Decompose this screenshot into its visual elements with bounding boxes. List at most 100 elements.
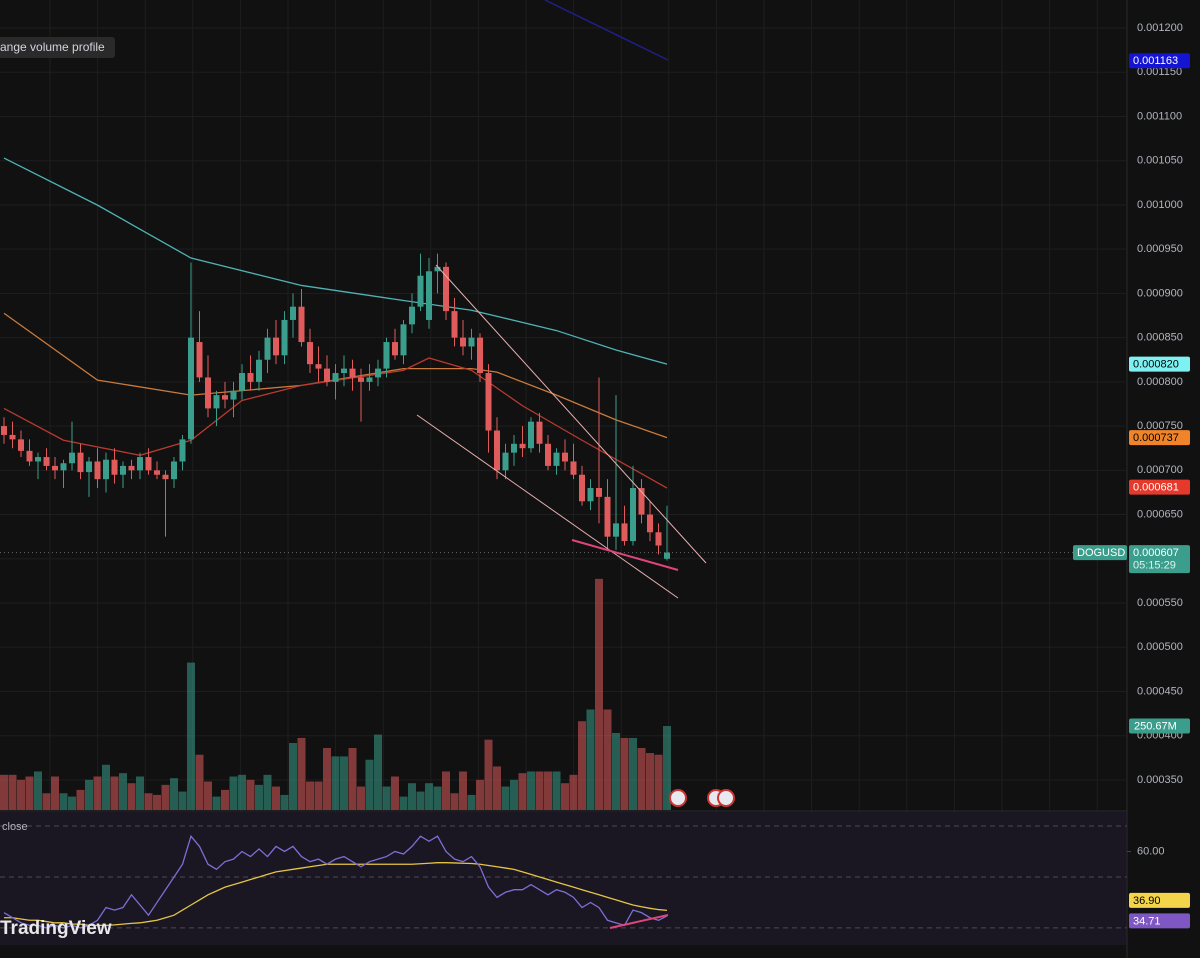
candle-body (290, 306, 296, 320)
volume-bar (297, 737, 306, 810)
volume-bar (527, 771, 535, 810)
volume-bar (603, 709, 612, 810)
volume-bar (204, 781, 212, 810)
candle-body (77, 452, 84, 473)
candle-body (281, 319, 288, 356)
last-price-label: 0.000607 (1133, 547, 1179, 559)
volume-bar (280, 794, 289, 810)
volume-bar (629, 737, 637, 810)
volume-bar (357, 786, 365, 810)
volume-bar (102, 764, 110, 810)
candle-body (188, 337, 194, 440)
candle-body (443, 266, 449, 312)
volume-bar (518, 773, 527, 810)
volume-bar (0, 774, 8, 810)
volume-bar (416, 791, 425, 810)
rsi-tick-label: 60.00 (1137, 845, 1165, 857)
candle-body (111, 459, 118, 475)
last-price-tag (1129, 545, 1190, 574)
volume-bar (510, 779, 518, 810)
candle-body (485, 373, 492, 431)
candle-body (587, 488, 594, 502)
price-tag-label: 0.001163 (1133, 55, 1178, 67)
volume-bar (586, 709, 595, 810)
volume-bar (229, 776, 238, 810)
candle-body (154, 470, 160, 475)
volume-bar (119, 773, 127, 810)
volume-bar (25, 776, 34, 810)
candle-body (477, 337, 483, 374)
volume-bar (85, 779, 93, 810)
candle-body (307, 342, 313, 365)
candle-body (596, 488, 602, 497)
volume-bar (595, 578, 603, 810)
candle-body (256, 359, 262, 382)
overlay-badge[interactable] (0, 37, 115, 58)
trend-line (609, 914, 669, 929)
volume-bar (153, 794, 161, 810)
rsi-pane (0, 812, 1127, 945)
volume-bar (535, 771, 544, 810)
price-tag-label: 34.71 (1133, 915, 1161, 927)
event-icons (669, 789, 735, 807)
volume-bar (170, 778, 178, 810)
event-icon[interactable] (669, 789, 687, 807)
volume-bar (442, 771, 450, 810)
trend-line (571, 539, 679, 571)
candle-body (528, 421, 534, 449)
y-tick-label: 0.001000 (1137, 199, 1183, 211)
countdown-label: 05:15:29 (1133, 559, 1176, 571)
volume-bar (306, 781, 314, 810)
candle-body (358, 377, 364, 382)
candle-body (383, 342, 390, 369)
volume-bar (263, 774, 272, 810)
candle-body (341, 368, 347, 374)
candle-body (298, 306, 305, 343)
candle-body (392, 342, 398, 356)
candle-body (171, 461, 177, 480)
candle-body (230, 390, 237, 400)
candle-body (205, 377, 211, 409)
candle-body (349, 368, 356, 378)
volume-bar (42, 793, 51, 810)
candle-body (273, 337, 279, 356)
candle-body (604, 496, 611, 537)
volume-bar (289, 743, 297, 810)
volume-bar (408, 783, 416, 810)
volume-bar (450, 793, 459, 810)
candle-body (409, 306, 415, 325)
volume-bar (476, 779, 484, 810)
candle-body (247, 373, 254, 382)
price-tag (1129, 892, 1190, 908)
price-tag-label: 36.90 (1133, 895, 1161, 907)
candle-body (9, 434, 16, 440)
price-tag (1129, 356, 1190, 372)
volume-bar (382, 786, 391, 810)
candle-body (137, 457, 143, 471)
candle-body (417, 275, 424, 307)
volume-bar (144, 793, 153, 810)
candle-body (332, 373, 339, 382)
y-tick-label: 0.000500 (1137, 641, 1183, 653)
volume-bar (127, 783, 136, 810)
volume-bar (212, 796, 221, 810)
volume-bar (331, 756, 340, 810)
candle-body (400, 324, 407, 356)
volume-bar (221, 789, 229, 810)
volume-bar (246, 779, 255, 810)
volume-bar (68, 796, 76, 810)
candle-body (128, 465, 135, 471)
price-tag-label: 0.000681 (1133, 482, 1179, 494)
y-tick-label: 0.000350 (1137, 774, 1183, 786)
event-icon[interactable] (717, 789, 735, 807)
y-tick-label: 0.000950 (1137, 243, 1183, 255)
volume-bar (399, 796, 408, 810)
candle-body (638, 488, 645, 515)
candle-body (545, 443, 551, 466)
candle-body (511, 443, 517, 453)
y-tick-label: 0.000800 (1137, 376, 1183, 388)
candle-body (43, 457, 50, 466)
volume-bar (391, 776, 399, 810)
rsi-line (3, 834, 668, 929)
